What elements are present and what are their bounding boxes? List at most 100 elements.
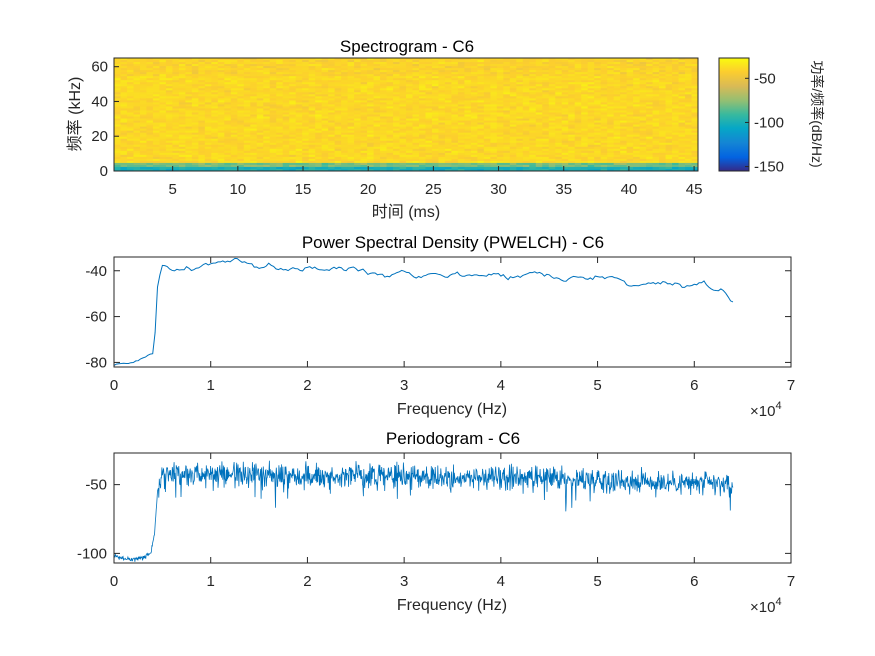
spectrogram-cell [198,118,206,121]
spectrogram-cell [250,62,258,65]
spectrogram-cell [360,168,368,172]
spectrogram-cell [561,164,569,168]
spectrogram-cell [146,82,154,85]
spectrogram-cell [646,96,653,99]
spectrogram-cell [386,132,394,136]
spectrogram-cell [133,120,141,123]
spectrogram-cell [367,74,374,77]
spectrogram-cell [438,118,446,121]
spectrogram-cell [165,164,173,168]
spectrogram-cell [483,86,491,89]
spectrogram-cell [477,126,485,130]
spectrogram-cell [652,108,660,111]
spectrogram-cell [341,78,348,81]
spectrogram-cell [133,152,141,156]
spectrogram-cell [191,112,199,115]
spectrogram-cell [243,60,251,63]
spectrogram-cell [659,92,666,95]
spectrogram-cell [477,154,485,158]
spectrogram-cell [282,114,290,117]
spectrogram-cell [561,116,569,119]
spectrogram-cell [685,64,692,67]
spectrogram-cell [146,114,154,117]
spectrogram-cell [522,154,530,158]
spectrogram-cell [470,146,478,150]
spectrogram-cell [652,144,660,148]
spectrogram-cell [185,126,193,130]
spectrogram-cell [367,114,374,117]
spectrogram-cell [354,150,361,154]
spectrogram-cell [587,72,595,75]
spectrogram-cell [490,164,498,168]
spectrogram-cell [470,130,478,134]
spectrogram-cell [691,86,699,89]
spectrogram-cell [250,136,258,140]
spectrogram-cell [256,98,264,101]
spectrogram-cell [639,68,647,71]
spectrogram-cell [146,154,154,158]
spectrogram-cell [198,94,206,97]
spectrogram-cell [522,146,530,150]
spectrogram-cell [464,108,472,111]
spectrogram-cell [431,138,439,142]
spectrogram-cell [146,68,154,71]
spectrogram-cell [685,80,692,83]
spectrogram-cell [620,162,628,166]
spectrogram-cell [438,78,446,81]
spectrogram-cell [470,96,478,99]
spectrogram-cell [114,84,121,87]
spectrogram-cell [159,154,167,158]
spectrogram-cell [308,74,316,77]
spectrogram-cell [646,146,653,150]
spectrogram-cell [230,164,238,168]
spectrogram-cell [535,62,543,65]
spectrogram-cell [659,106,666,109]
spectrogram-cell [665,160,673,164]
spectrogram-cell [685,148,692,152]
spectrogram-cell [444,60,452,63]
spectrogram-cell [542,106,550,109]
spectrogram-cell [483,94,491,97]
spectrogram-cell [159,128,167,132]
spectrogram-cell [185,168,193,172]
spectrogram-cell [444,124,452,128]
spectrogram-cell [386,164,394,168]
spectrogram-cell [581,166,589,170]
spectrogram-cell [120,146,128,150]
spectrogram-cell [412,90,420,93]
spectrogram-cell [243,140,251,144]
spectrogram-cell [204,146,212,150]
spectrogram-cell [457,60,465,63]
spectrogram-cell [568,126,576,130]
spectrogram-cell [509,162,517,166]
spectrogram-cell [561,124,569,128]
spectrogram-cell [542,154,550,158]
spectrogram-cell [496,58,504,61]
spectrogram-cell [191,164,199,168]
spectrogram-cell [659,146,666,150]
spectrogram-cell [263,100,271,103]
spectrogram-cell [464,110,472,113]
spectrogram-cell [691,132,699,136]
spectrogram-cell [373,100,381,103]
spectrogram-cell [659,70,666,73]
spectrogram-cell [204,136,212,140]
spectrogram-cell [347,100,355,103]
spectrogram-cell [185,76,193,79]
spectrogram-cell [191,152,199,156]
spectrogram-cell [633,70,640,73]
spectrogram-cell [354,78,361,81]
spectrogram-cell [302,72,310,75]
spectrogram-cell [315,168,323,172]
spectrogram-cell [185,68,193,71]
spectrogram-cell [217,116,225,119]
spectrogram-cell [470,72,478,75]
spectrogram-cell [172,120,180,123]
spectrogram-cell [516,142,524,146]
spectrogram-cell [464,140,472,144]
spectrogram-cell [431,78,439,81]
spectrogram-cell [509,82,517,85]
spectrogram-cell [496,162,504,166]
spectrogram-cell [172,112,180,115]
spectrogram-cell [470,126,478,130]
